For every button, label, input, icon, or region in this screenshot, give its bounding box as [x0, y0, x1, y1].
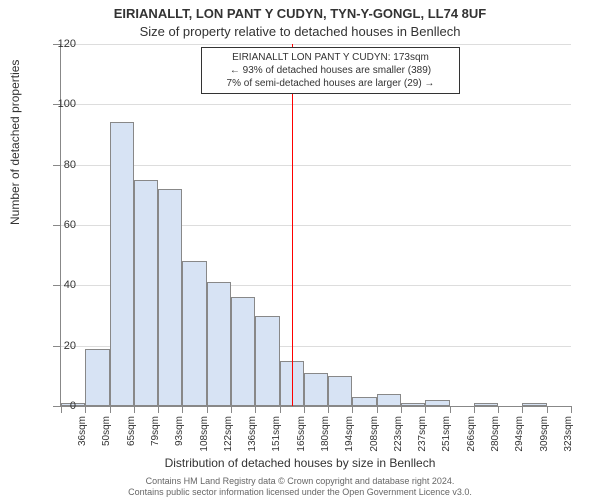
x-tick — [182, 406, 183, 413]
x-tick — [158, 406, 159, 413]
chart-container: EIRIANALLT, LON PANT Y CUDYN, TYN-Y-GONG… — [0, 0, 600, 500]
x-axis-title: Distribution of detached houses by size … — [0, 456, 600, 470]
x-tick — [450, 406, 451, 413]
histogram-bar — [110, 122, 134, 406]
histogram-bar — [182, 261, 206, 406]
gridline — [61, 44, 571, 45]
x-tick-label: 93sqm — [174, 416, 185, 456]
info-line-1: EIRIANALLT LON PANT Y CUDYN: 173sqm — [208, 51, 453, 64]
y-tick-label: 60 — [36, 219, 76, 231]
x-tick-label: 223sqm — [393, 416, 404, 456]
footer-line-1: Contains HM Land Registry data © Crown c… — [0, 476, 600, 487]
gridline — [61, 104, 571, 105]
x-tick-label: 108sqm — [199, 416, 210, 456]
x-tick-label: 208sqm — [369, 416, 380, 456]
histogram-bar — [304, 373, 328, 406]
marker-line — [292, 44, 293, 406]
x-tick — [522, 406, 523, 413]
histogram-bar — [401, 403, 425, 406]
histogram-bar — [231, 297, 255, 406]
x-tick — [571, 406, 572, 413]
histogram-bar — [474, 403, 498, 406]
footer: Contains HM Land Registry data © Crown c… — [0, 476, 600, 499]
x-tick-label: 280sqm — [490, 416, 501, 456]
info-box: EIRIANALLT LON PANT Y CUDYN: 173sqm ← 93… — [201, 47, 460, 94]
x-tick-label: 251sqm — [441, 416, 452, 456]
footer-line-2: Contains public sector information licen… — [0, 487, 600, 498]
plot-area: EIRIANALLT LON PANT Y CUDYN: 173sqm ← 93… — [60, 44, 571, 407]
y-tick-label: 80 — [36, 159, 76, 171]
x-tick-label: 309sqm — [539, 416, 550, 456]
y-tick-label: 20 — [36, 340, 76, 352]
x-tick — [377, 406, 378, 413]
histogram-bar — [207, 282, 231, 406]
x-tick — [328, 406, 329, 413]
info-line-2: ← 93% of detached houses are smaller (38… — [208, 64, 453, 77]
histogram-bar — [425, 400, 449, 406]
x-tick — [255, 406, 256, 413]
info-line-3: 7% of semi-detached houses are larger (2… — [208, 77, 453, 90]
x-tick-label: 323sqm — [563, 416, 574, 456]
x-tick-label: 65sqm — [126, 416, 137, 456]
x-tick-label: 79sqm — [150, 416, 161, 456]
histogram-bar — [328, 376, 352, 406]
x-tick-label: 194sqm — [344, 416, 355, 456]
x-tick-label: 50sqm — [101, 416, 112, 456]
x-tick — [352, 406, 353, 413]
histogram-bar — [255, 316, 279, 407]
x-tick — [110, 406, 111, 413]
y-tick-label: 120 — [36, 38, 76, 50]
histogram-bar — [352, 397, 376, 406]
chart-title-sub: Size of property relative to detached ho… — [0, 24, 600, 39]
x-tick-label: 151sqm — [271, 416, 282, 456]
histogram-bar — [134, 180, 158, 406]
x-tick-label: 237sqm — [417, 416, 428, 456]
x-tick — [134, 406, 135, 413]
y-tick-label: 100 — [36, 98, 76, 110]
x-tick-label: 165sqm — [296, 416, 307, 456]
chart-title-main: EIRIANALLT, LON PANT Y CUDYN, TYN-Y-GONG… — [0, 6, 600, 21]
x-tick — [85, 406, 86, 413]
x-tick — [425, 406, 426, 413]
histogram-bar — [158, 189, 182, 406]
y-tick-label: 0 — [36, 400, 76, 412]
x-tick — [547, 406, 548, 413]
x-tick-label: 266sqm — [466, 416, 477, 456]
x-tick-label: 180sqm — [320, 416, 331, 456]
y-axis-title: Number of detached properties — [8, 60, 22, 225]
gridline — [61, 165, 571, 166]
x-tick — [280, 406, 281, 413]
x-tick — [207, 406, 208, 413]
x-tick — [231, 406, 232, 413]
x-tick-label: 136sqm — [247, 416, 258, 456]
y-tick-label: 40 — [36, 279, 76, 291]
x-tick-label: 36sqm — [77, 416, 88, 456]
histogram-bar — [377, 394, 401, 406]
x-tick-label: 122sqm — [223, 416, 234, 456]
x-tick — [474, 406, 475, 413]
x-tick — [304, 406, 305, 413]
x-tick-label: 294sqm — [514, 416, 525, 456]
x-tick — [401, 406, 402, 413]
x-tick — [498, 406, 499, 413]
histogram-bar — [85, 349, 109, 406]
histogram-bar — [522, 403, 546, 406]
